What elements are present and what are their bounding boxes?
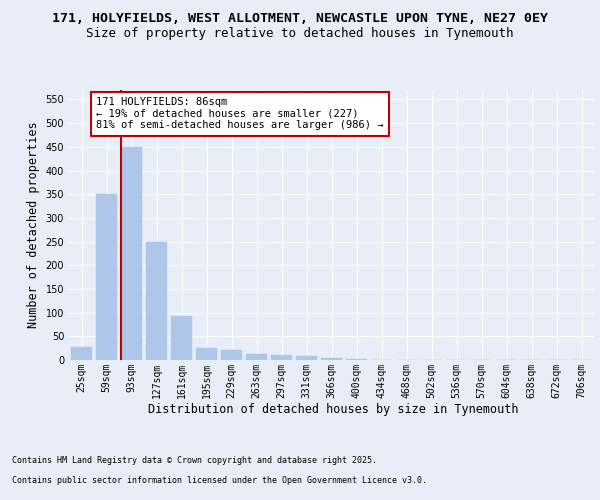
Bar: [271, 356, 292, 360]
Bar: [296, 356, 317, 360]
Bar: [321, 358, 342, 360]
Bar: [121, 147, 142, 360]
Bar: [346, 358, 367, 360]
Bar: [171, 316, 192, 360]
Text: Distribution of detached houses by size in Tynemouth: Distribution of detached houses by size …: [148, 402, 518, 415]
Bar: [196, 348, 217, 360]
Text: Contains HM Land Registry data © Crown copyright and database right 2025.: Contains HM Land Registry data © Crown c…: [12, 456, 377, 465]
Bar: [96, 194, 117, 360]
Text: 171 HOLYFIELDS: 86sqm
← 19% of detached houses are smaller (227)
81% of semi-det: 171 HOLYFIELDS: 86sqm ← 19% of detached …: [97, 97, 384, 130]
Bar: [221, 350, 242, 360]
Text: 171, HOLYFIELDS, WEST ALLOTMENT, NEWCASTLE UPON TYNE, NE27 0EY: 171, HOLYFIELDS, WEST ALLOTMENT, NEWCAST…: [52, 12, 548, 26]
Bar: [71, 346, 92, 360]
Y-axis label: Number of detached properties: Number of detached properties: [27, 122, 40, 328]
Text: Contains public sector information licensed under the Open Government Licence v3: Contains public sector information licen…: [12, 476, 427, 485]
Text: Size of property relative to detached houses in Tynemouth: Size of property relative to detached ho…: [86, 28, 514, 40]
Bar: [246, 354, 267, 360]
Bar: [146, 242, 167, 360]
